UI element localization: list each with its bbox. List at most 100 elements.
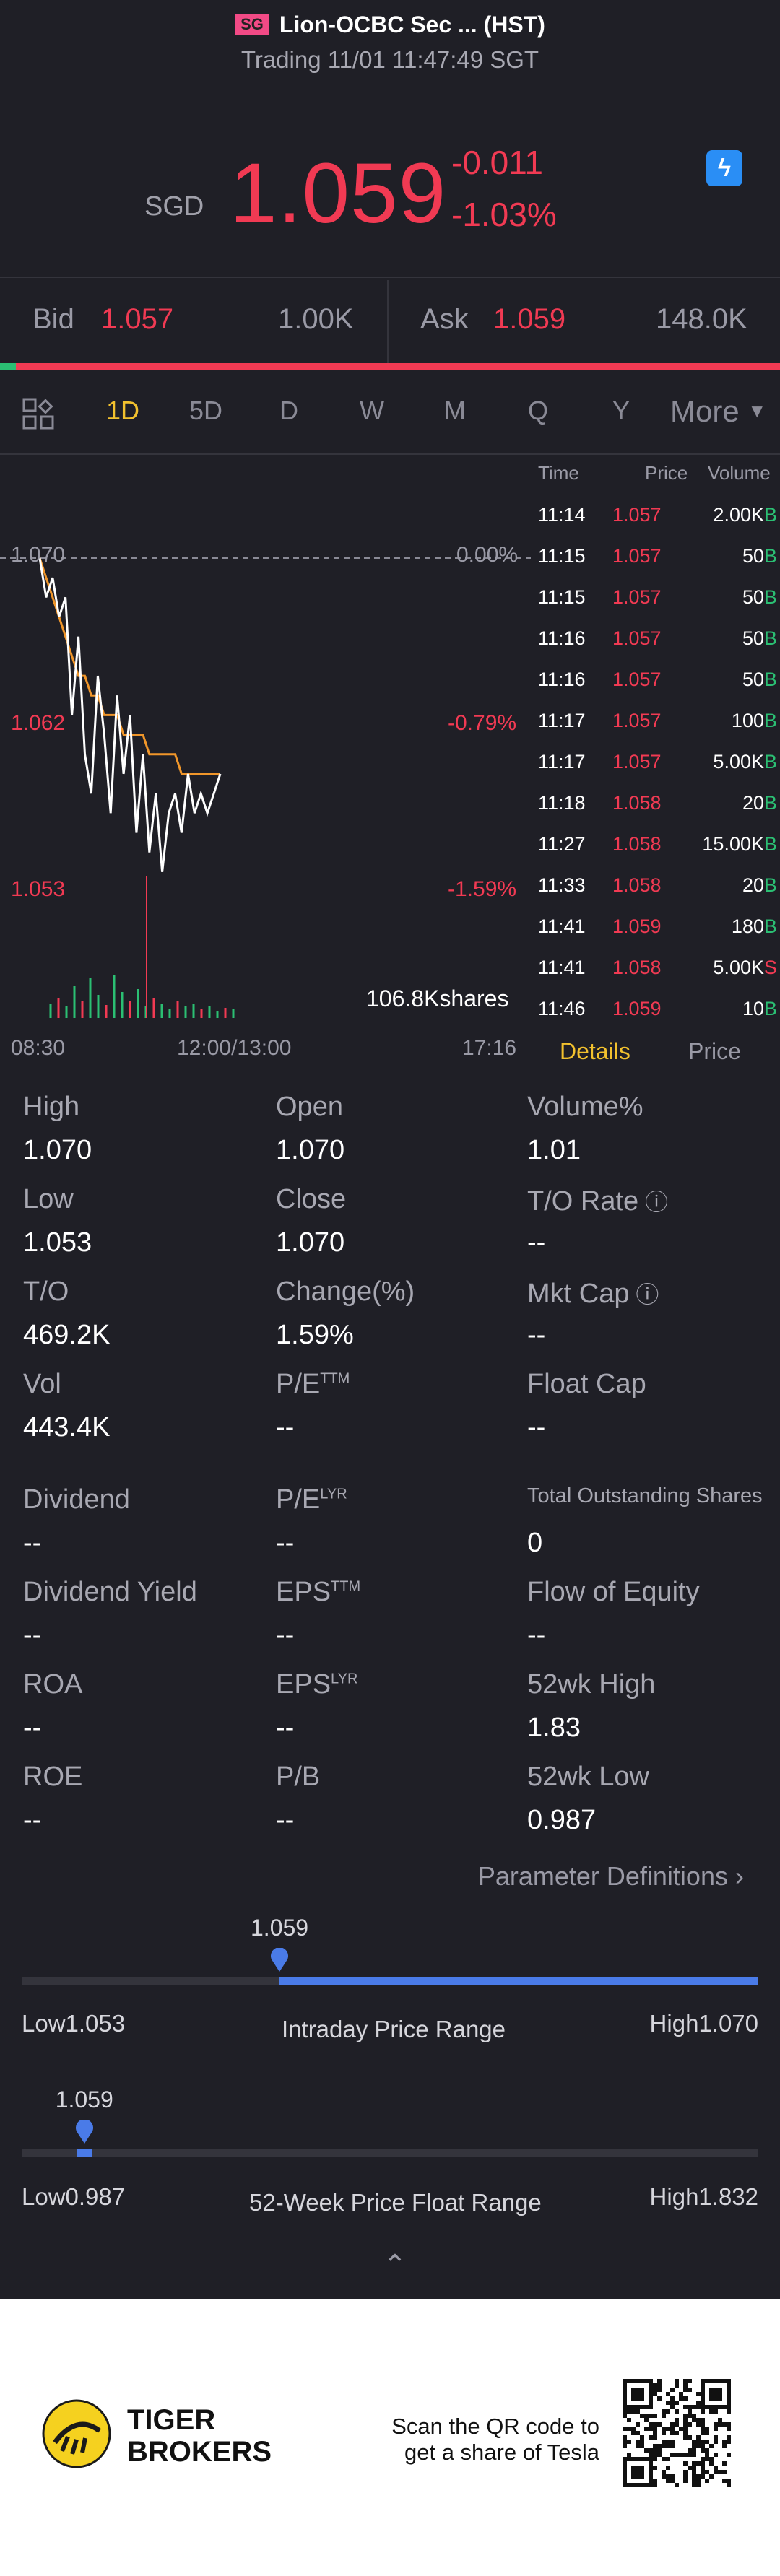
stat-value: 469.2K (23, 1320, 110, 1350)
y-label-low: 1.053 (11, 877, 66, 901)
intraday-caption: Intraday Price Range (282, 2016, 506, 2042)
stat-value: -- (527, 1227, 546, 1258)
stat-label-text: Float Cap (527, 1369, 646, 1399)
tick-time: 11:15 (538, 586, 586, 608)
tab-d[interactable]: D (280, 396, 298, 425)
intraday-marker-icon (270, 1947, 289, 1972)
week52-current-label: 1.059 (55, 2087, 113, 2112)
tick-volume-value: 50 (742, 627, 764, 649)
price-change-pct: -1.03% (451, 196, 557, 233)
tick-time: 11:14 (538, 504, 586, 526)
tick-side: B (763, 586, 777, 608)
collapse-chevron-icon[interactable]: ⌃ (383, 2250, 407, 2281)
stat-value: -- (527, 1412, 546, 1443)
qr-code-icon[interactable] (623, 2379, 731, 2487)
tab-1d[interactable]: 1D (105, 396, 140, 425)
tick-time: 11:17 (538, 751, 586, 773)
tick-time: 11:18 (538, 792, 586, 814)
tab-details[interactable]: Details (560, 1038, 630, 1064)
stat-label-text: Open (276, 1092, 343, 1122)
tick-side: B (763, 998, 777, 1019)
tick-time: 11:16 (538, 669, 586, 690)
stat-label: EPSTTM (276, 1577, 360, 1608)
tab-price[interactable]: Price (688, 1038, 741, 1064)
y-label-mid: 1.062 (11, 711, 66, 735)
tick-price: 1.057 (612, 586, 662, 608)
tick-side: B (763, 874, 777, 896)
stat-label: P/ELYR (276, 1484, 347, 1515)
x-label-open: 08:30 (11, 1036, 66, 1060)
lightning-icon[interactable]: ϟ (706, 150, 742, 186)
tick-price: 1.058 (612, 792, 662, 814)
volume-total: 106.8Kshares (366, 985, 509, 1011)
stat-value: -- (23, 1713, 42, 1743)
tab-m[interactable]: M (444, 396, 466, 425)
stat-label: Close (276, 1184, 346, 1215)
info-icon[interactable]: ⓘ (638, 1189, 669, 1215)
stock-name: Lion-OCBC Sec ... (HST) (279, 12, 545, 38)
tick-volume-value: 20 (742, 792, 764, 814)
tick-volume-value: 10 (742, 998, 764, 1019)
stat-superscript: TTM (320, 1370, 350, 1387)
stat-value: 1.59% (276, 1320, 354, 1350)
market-badge: SG (235, 14, 269, 35)
week52-caption: 52-Week Price Float Range (249, 2189, 542, 2216)
brand-line1: TIGER (127, 2404, 216, 2436)
stat-value: 443.4K (23, 1412, 110, 1443)
tick-volume: 15.00KB (702, 833, 777, 856)
divider (0, 453, 780, 455)
stat-label: T/O (23, 1276, 69, 1307)
stat-label-text: Low (23, 1184, 74, 1214)
tick-volume-value: 50 (742, 586, 764, 608)
stat-label: 52wk High (527, 1669, 655, 1700)
stat-value: -- (276, 1528, 295, 1558)
chevron-right-icon: › (735, 1861, 744, 1891)
stat-label: Vol (23, 1369, 61, 1400)
currency-label: SGD (144, 191, 204, 222)
tick-price: 1.058 (612, 833, 662, 855)
tick-volume-value: 5.00K (713, 751, 764, 773)
stat-label: Dividend (23, 1484, 130, 1515)
bid-size: 1.00K (278, 303, 354, 335)
tick-time: 11:16 (538, 627, 586, 649)
ask-size: 148.0K (656, 303, 748, 335)
stat-value: 0 (527, 1528, 543, 1558)
stat-label-text: ROA (23, 1669, 83, 1700)
intraday-chart[interactable] (0, 455, 534, 1025)
stat-value: 1.83 (527, 1713, 581, 1743)
tick-price: 1.057 (612, 669, 662, 690)
scan-line1: Scan the QR code to (391, 2414, 599, 2439)
layout-grid-icon[interactable] (22, 396, 58, 432)
bidask-divider (387, 280, 389, 365)
parameter-definitions-link[interactable]: Parameter Definitions › (478, 1861, 744, 1892)
more-menu[interactable]: More ▼ (670, 394, 766, 429)
volume-bars (49, 975, 235, 1018)
tick-volume-value: 20 (742, 874, 764, 896)
tick-price: 1.059 (612, 915, 662, 937)
stat-label: EPSLYR (276, 1669, 358, 1700)
stat-value: -- (276, 1620, 295, 1650)
tick-volume-value: 100 (731, 710, 764, 731)
tab-q[interactable]: Q (527, 396, 548, 425)
info-icon[interactable]: ⓘ (629, 1282, 659, 1307)
stat-value: -- (276, 1805, 295, 1835)
tick-volume: 2.00KB (713, 504, 777, 526)
tab-y[interactable]: Y (612, 396, 630, 425)
stat-label-text: Volume% (527, 1092, 644, 1122)
y-pct-low: -1.59% (448, 877, 517, 901)
stat-superscript: LYR (331, 1671, 358, 1687)
stat-label-text: ROE (23, 1762, 83, 1792)
stat-label: Flow of Equity (527, 1577, 700, 1608)
stat-label: Change(%) (276, 1276, 415, 1307)
tab-5d[interactable]: 5D (188, 396, 223, 425)
tick-price: 1.057 (612, 545, 662, 567)
brand-name: TIGER BROKERS (127, 2404, 272, 2468)
stat-label: Low (23, 1184, 74, 1215)
tab-w[interactable]: W (360, 396, 384, 425)
tick-volume: 100B (732, 710, 777, 732)
share-footer: TIGER BROKERS Scan the QR code to get a … (0, 2299, 780, 2576)
stat-label: P/ETTM (276, 1369, 350, 1400)
tick-volume-value: 50 (742, 669, 764, 690)
tick-volume-value: 50 (742, 545, 764, 567)
stock-title[interactable]: SG Lion-OCBC Sec ... (HST) (0, 12, 780, 38)
